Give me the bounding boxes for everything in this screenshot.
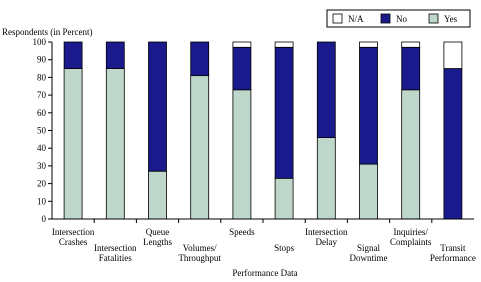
bar-segment <box>148 170 167 220</box>
legend-label: Yes <box>444 14 458 24</box>
y-tick-label: 0 <box>42 214 47 224</box>
x-tick-label: Intersection Fatalities <box>94 243 137 263</box>
x-tick-label: Stops <box>274 243 295 253</box>
x-tick-label-line: Queue <box>146 227 170 237</box>
x-axis-title: Performance Data <box>232 268 297 278</box>
y-axis-title: Respondents (in Percent) <box>2 27 92 37</box>
bar-segment <box>232 46 252 91</box>
y-tick-label: 100 <box>33 37 47 47</box>
bar-segment <box>359 163 378 220</box>
x-tick-label-line: Intersection <box>305 227 348 237</box>
x-tick-label-line: Performance <box>430 253 476 263</box>
x-tick-label: Intersection Crashes <box>52 227 95 247</box>
bar-segment <box>401 89 421 220</box>
bar-segment <box>443 68 463 220</box>
bar-segment <box>232 89 252 220</box>
bar-segment <box>359 46 378 165</box>
bar-segment <box>274 41 294 48</box>
bar-segment <box>148 41 167 172</box>
x-tick-label-line: Volumes/ <box>183 243 217 253</box>
x-tick-label: Speeds <box>229 227 255 237</box>
bar-segment <box>232 41 252 48</box>
bar-segment <box>401 46 421 91</box>
y-tick-label: 30 <box>37 161 47 171</box>
legend-swatch <box>428 13 439 24</box>
legend-swatch <box>332 13 343 24</box>
y-tick-label: 60 <box>37 108 47 118</box>
bar-segment <box>316 41 336 138</box>
x-tick-label: Queue Lengths <box>143 227 172 247</box>
x-tick-label-line: Transit <box>440 243 466 253</box>
legend-label: No <box>396 14 407 24</box>
bar-segment <box>359 41 378 48</box>
y-tick-label: 90 <box>37 55 47 65</box>
y-tick-label: 80 <box>37 72 47 82</box>
x-tick-label: Signal Downtime <box>350 243 388 263</box>
x-tick-label-line: Throughput <box>178 253 221 263</box>
x-tick-label-line: Intersection <box>94 243 137 253</box>
bar-segment <box>190 41 210 77</box>
bar-segment <box>401 41 421 48</box>
x-tick-label-line: Delay <box>316 237 338 247</box>
bar-segment <box>190 75 210 220</box>
x-tick-label-line: Complaints <box>390 237 432 247</box>
bar-segment <box>63 68 83 220</box>
x-tick-label-line: Speeds <box>229 227 255 237</box>
x-tick-label-line: Signal <box>357 243 381 253</box>
x-tick-label-line: Crashes <box>59 237 88 247</box>
x-tick-label-line: Stops <box>274 243 295 253</box>
bar-segment <box>274 177 294 220</box>
bar-segment <box>105 41 125 69</box>
x-tick-label: Volumes/Throughput <box>178 243 221 263</box>
legend-label: N/A <box>348 14 364 24</box>
x-tick-label: Inquiries/Complaints <box>390 227 432 247</box>
bar-segment <box>316 137 336 220</box>
x-tick-label-line: Lengths <box>143 237 172 247</box>
x-tick-label: Intersection Delay <box>305 227 348 247</box>
y-tick-label: 50 <box>37 126 47 136</box>
y-tick-label: 20 <box>37 179 47 189</box>
x-tick-label-line: Intersection <box>52 227 95 237</box>
x-tick-label: Transit Performance <box>430 243 476 263</box>
legend-swatch <box>380 13 391 24</box>
x-tick-label-line: Downtime <box>350 253 388 263</box>
bar-segment <box>443 41 463 69</box>
bar-segment <box>105 68 125 220</box>
y-tick-label: 70 <box>37 90 47 100</box>
y-tick-label: 40 <box>37 143 47 153</box>
bar-segment <box>274 46 294 179</box>
x-tick-label-line: Fatalities <box>99 253 132 263</box>
bar-segment <box>63 41 83 69</box>
x-tick-label-line: Inquiries/ <box>393 227 428 237</box>
y-tick-label: 10 <box>37 196 47 206</box>
